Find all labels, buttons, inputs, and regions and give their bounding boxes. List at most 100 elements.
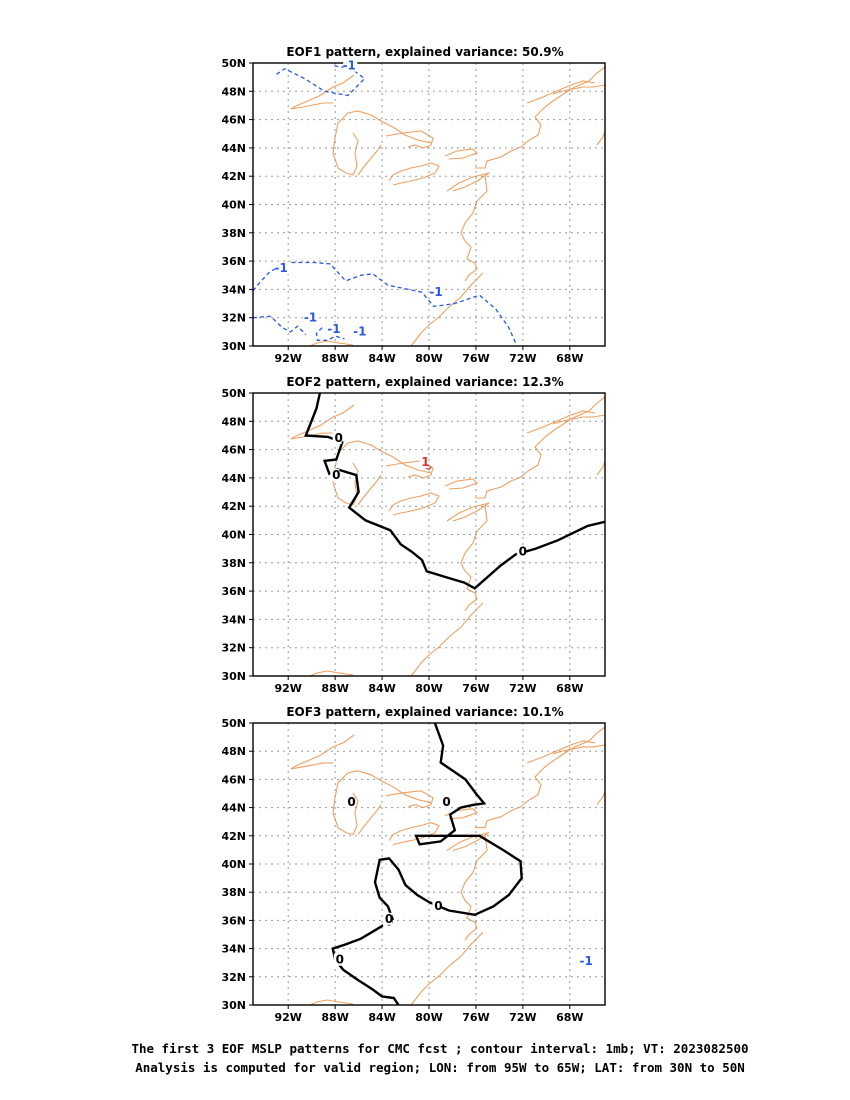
contour-label: -1 xyxy=(580,954,593,968)
coastline xyxy=(410,602,484,676)
lon-tick-label: 84W xyxy=(368,682,395,695)
lat-tick-label: 38N xyxy=(221,227,246,240)
lat-tick-label: 32N xyxy=(221,642,246,655)
contour-label-bg xyxy=(304,311,319,324)
lat-tick-label: 34N xyxy=(221,943,246,956)
eof-figure: EOF1 pattern, explained variance: 50.9% 3… xyxy=(221,45,606,1024)
coastline xyxy=(332,122,359,176)
contour-label: -1 xyxy=(343,59,356,73)
panel-title: EOF3 pattern, explained variance: 10.1% xyxy=(286,705,563,719)
lat-tick-label: 36N xyxy=(221,585,246,598)
coastline xyxy=(332,782,359,836)
lat-tick-label: 46N xyxy=(221,773,246,786)
coastline xyxy=(357,804,382,835)
lat-tick-label: 32N xyxy=(221,971,246,984)
coastline xyxy=(385,460,434,479)
lon-tick-label: 80W xyxy=(415,682,442,695)
contour-label: 0 xyxy=(519,544,527,558)
contour-label-bg xyxy=(330,468,340,481)
negative-contour-line xyxy=(315,327,345,341)
coastline xyxy=(444,148,479,160)
contour-label-bg xyxy=(353,325,368,338)
lon-tick-label: 68W xyxy=(556,682,583,695)
lon-tick-label: 72W xyxy=(509,1011,536,1024)
coastline xyxy=(309,999,354,1005)
panel-title: EOF1 pattern, explained variance: 50.9% xyxy=(286,45,563,59)
coastline xyxy=(388,492,440,516)
contour-label: -1 xyxy=(353,325,366,339)
lat-tick-label: 34N xyxy=(221,283,246,296)
coastline xyxy=(337,770,432,804)
coastline xyxy=(290,404,355,440)
lat-tick-label: 46N xyxy=(221,114,246,127)
lat-tick-label: 40N xyxy=(221,529,246,542)
lat-tick-label: 42N xyxy=(221,830,246,843)
coastline xyxy=(446,172,490,192)
lat-tick-label: 48N xyxy=(221,85,246,98)
lat-tick-label: 32N xyxy=(221,312,246,325)
map-content xyxy=(253,723,605,1005)
contour-label-bg xyxy=(432,900,442,913)
lon-tick-label: 92W xyxy=(274,352,301,365)
contour-label: -1 xyxy=(304,311,317,325)
coastline xyxy=(526,740,596,764)
lat-tick-label: 38N xyxy=(221,557,246,570)
contour-label: 0 xyxy=(332,468,340,482)
lat-tick-label: 30N xyxy=(221,340,246,353)
caption-line-2: Analysis is computed for valid region; L… xyxy=(135,1060,745,1075)
contour-label: -1 xyxy=(274,261,287,275)
lon-tick-label: 76W xyxy=(462,1011,489,1024)
lat-tick-label: 42N xyxy=(221,170,246,183)
coastline xyxy=(475,396,605,499)
caption-line-1: The first 3 EOF MSLP patterns for CMC fc… xyxy=(131,1041,749,1056)
contour-label-bg xyxy=(516,545,526,558)
coastline xyxy=(444,478,479,490)
coastline xyxy=(596,130,605,146)
map-content xyxy=(253,393,605,676)
coastline xyxy=(388,162,440,186)
coastline xyxy=(388,822,440,846)
positive-contour-line xyxy=(425,466,432,471)
map-panel-1: EOF1 pattern, explained variance: 50.9% 3… xyxy=(221,45,606,365)
contour-label-bg xyxy=(580,955,595,968)
lon-tick-label: 84W xyxy=(368,352,395,365)
coastline xyxy=(410,272,484,346)
coastline xyxy=(460,174,488,282)
coastline xyxy=(552,744,605,755)
coastline xyxy=(475,66,605,169)
negative-contour-line xyxy=(253,315,307,336)
coastline xyxy=(596,460,605,476)
coastline xyxy=(290,734,355,770)
contour-label-bg xyxy=(327,322,342,335)
lon-tick-label: 76W xyxy=(462,682,489,695)
contour-label: 0 xyxy=(434,899,442,913)
lon-tick-label: 88W xyxy=(321,1011,348,1024)
lat-tick-label: 44N xyxy=(221,472,246,485)
coastline xyxy=(290,102,333,110)
contour-label: 0 xyxy=(385,912,393,926)
coastline xyxy=(309,340,354,346)
lat-tick-label: 38N xyxy=(221,886,246,899)
map-content xyxy=(253,63,605,346)
coastline xyxy=(290,74,355,110)
coastline xyxy=(385,790,434,809)
lat-tick-label: 50N xyxy=(221,717,246,730)
lat-tick-label: 34N xyxy=(221,613,246,626)
contour-label-bg xyxy=(343,59,358,72)
coastline xyxy=(460,834,488,941)
contour-label: 0 xyxy=(442,795,450,809)
contour-label-bg xyxy=(333,953,343,966)
negative-contour-line xyxy=(253,261,518,346)
coastline xyxy=(446,832,490,852)
panel-title: EOF2 pattern, explained variance: 12.3% xyxy=(286,375,563,389)
contour-label-bg xyxy=(440,795,450,808)
coastline xyxy=(552,414,605,425)
contour-label: 1 xyxy=(421,455,429,469)
coastline xyxy=(337,110,432,144)
contour-label: 0 xyxy=(334,431,342,445)
coastline xyxy=(596,790,605,806)
contour-label-bg xyxy=(332,432,342,445)
contour-label-bg xyxy=(383,912,393,925)
contour-label-bg xyxy=(275,262,290,275)
coastline xyxy=(526,410,596,434)
